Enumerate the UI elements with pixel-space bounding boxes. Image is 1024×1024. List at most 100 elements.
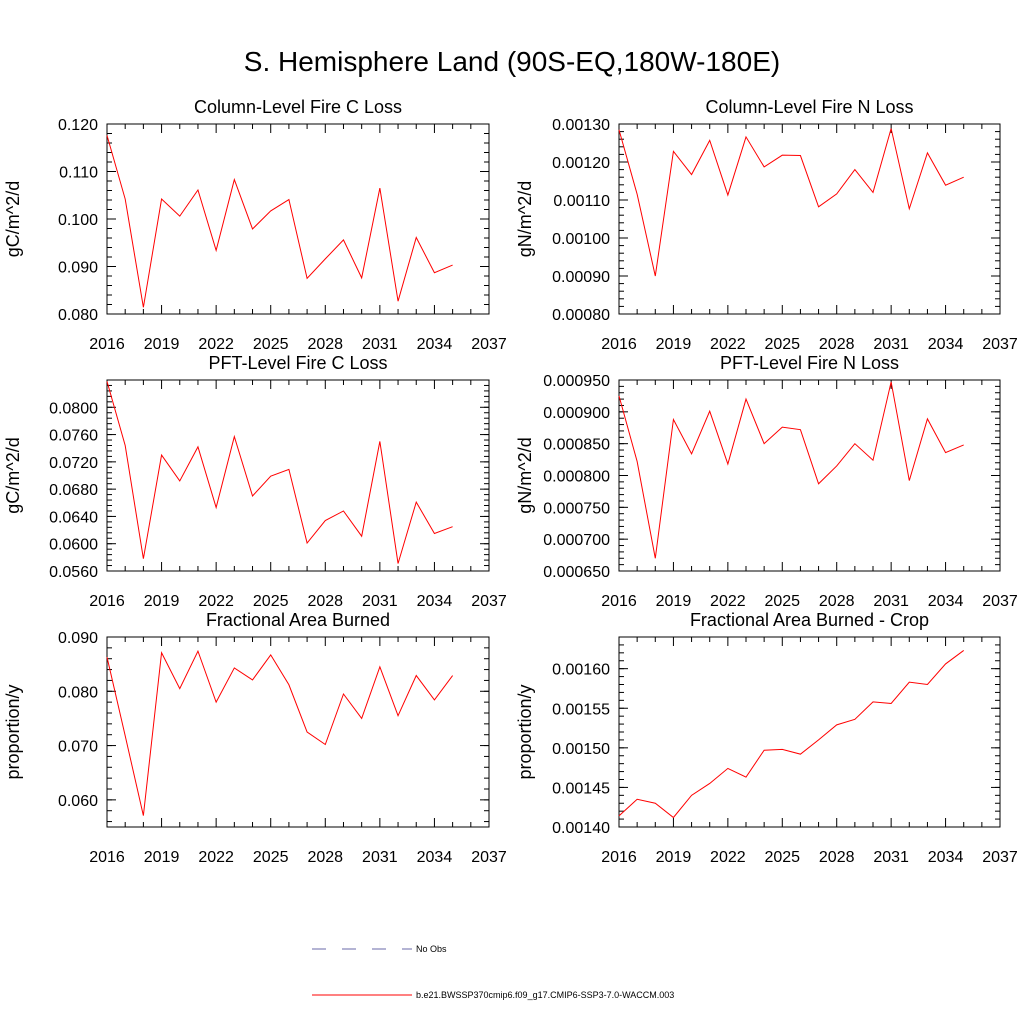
x-tick-label: 2025 (253, 336, 289, 353)
series-line (618, 128, 964, 277)
y-tick-label: 0.0600 (49, 537, 98, 554)
y-tick-label: 0.0680 (49, 482, 98, 499)
series-line (106, 381, 453, 564)
x-tick-label: 2025 (764, 593, 800, 610)
x-tick-label: 2037 (471, 593, 507, 610)
x-tick-label: 2019 (656, 336, 692, 353)
x-tick-label: 2031 (362, 849, 398, 866)
y-tick-label: 0.000950 (543, 373, 610, 390)
x-tick-label: 2019 (144, 593, 180, 610)
y-tick-label: 0.110 (59, 165, 98, 182)
x-tick-label: 2034 (928, 336, 964, 353)
series-line (618, 650, 965, 819)
x-tick-label: 2016 (601, 593, 637, 610)
x-tick-label: 2034 (417, 593, 453, 610)
series-line (106, 135, 453, 308)
chart-panel-1: Column-Level Fire C Loss gC/m^2/d 2016 2019… (3, 97, 507, 353)
x-tick-label: 2031 (873, 849, 909, 866)
x-tick-label: 2037 (982, 849, 1018, 866)
x-tick-label: 2034 (928, 593, 964, 610)
chart-panel-2: Column-Level Fire N Loss gN/m^2/d 2016 2019… (515, 97, 1018, 353)
y-axis-label: gN/m^2/d (515, 181, 535, 257)
x-tick-label: 2025 (764, 849, 800, 866)
y-axis-label: gC/m^2/d (3, 181, 23, 257)
x-tick-label: 2037 (982, 593, 1018, 610)
y-axis-label: gN/m^2/d (515, 437, 535, 513)
chart-panel-6: Fractional Area Burned - Crop proportion/… (515, 610, 1018, 866)
x-tick-label: 2022 (198, 849, 234, 866)
legend-obs-label: No Obs (416, 944, 447, 954)
y-tick-label: 0.000700 (543, 532, 610, 549)
y-tick-label: 0.0720 (49, 455, 98, 472)
x-tick-label: 2019 (144, 849, 180, 866)
y-tick-label: 0.000750 (543, 500, 610, 517)
y-tick-label: 0.000900 (543, 405, 610, 422)
y-tick-label: 0.00130 (552, 117, 610, 134)
x-tick-label: 2022 (198, 336, 234, 353)
y-tick-label: 0.090 (58, 630, 98, 647)
y-tick-label: 0.00110 (553, 193, 610, 210)
y-tick-label: 0.100 (58, 212, 98, 229)
x-tick-label: 2031 (362, 593, 398, 610)
x-tick-label: 2022 (710, 336, 746, 353)
x-tick-label: 2028 (819, 336, 855, 353)
plot-frame (106, 123, 490, 315)
y-tick-label: 0.00090 (552, 269, 610, 286)
x-tick-label: 2034 (417, 336, 453, 353)
plot-frame (618, 123, 1001, 315)
x-tick-label: 2031 (362, 336, 398, 353)
y-tick-label: 0.060 (58, 793, 98, 810)
y-tick-label: 0.0560 (49, 564, 98, 581)
y-tick-label: 0.00150 (552, 741, 610, 758)
y-tick-label: 0.070 (58, 739, 98, 756)
page-title: S. Hemisphere Land (90S-EQ,180W-180E) (243, 46, 781, 77)
x-tick-label: 2022 (710, 849, 746, 866)
y-axis-label: gC/m^2/d (3, 437, 23, 513)
y-axis-label: proportion/y (515, 684, 535, 779)
x-tick-label: 2019 (656, 593, 692, 610)
legend-model-label: b.e21.BWSSP370cmip6.f09_g17.CMIP6-SSP3-7… (416, 990, 674, 1000)
x-tick-label: 2016 (601, 849, 637, 866)
y-tick-label: 0.0640 (49, 509, 98, 526)
chart-title: Column-Level Fire N Loss (705, 97, 913, 117)
x-tick-label: 2031 (873, 336, 909, 353)
plot-frame (106, 636, 490, 828)
x-tick-label: 2028 (819, 593, 855, 610)
x-tick-label: 2034 (417, 849, 453, 866)
x-tick-label: 2037 (471, 336, 507, 353)
x-tick-label: 2022 (710, 593, 746, 610)
y-tick-label: 0.080 (58, 307, 98, 324)
legend: No Obs b.e21.BWSSP370cmip6.f09_g17.CMIP6-… (312, 944, 674, 1000)
y-axis-label: proportion/y (3, 684, 23, 779)
x-tick-label: 2037 (471, 849, 507, 866)
plot-frame (106, 379, 490, 572)
x-tick-label: 2019 (144, 336, 180, 353)
x-tick-label: 2031 (873, 593, 909, 610)
x-tick-label: 2025 (764, 336, 800, 353)
y-tick-label: 0.00160 (552, 662, 610, 679)
chart-panel-4: PFT-Level Fire N Loss gN/m^2/d 2016 2019 202… (515, 353, 1018, 610)
chart-title: Column-Level Fire C Loss (194, 97, 402, 117)
x-tick-label: 2028 (819, 849, 855, 866)
y-tick-label: 0.0760 (49, 428, 98, 445)
chart-title: Fractional Area Burned (206, 610, 390, 630)
x-tick-label: 2028 (307, 849, 343, 866)
y-tick-label: 0.000650 (543, 564, 610, 581)
plot-frame (618, 636, 1001, 828)
y-tick-label: 0.000800 (543, 469, 610, 486)
x-tick-label: 2037 (982, 336, 1018, 353)
y-tick-label: 0.080 (58, 684, 98, 701)
y-tick-label: 0.0800 (49, 400, 98, 417)
x-tick-label: 2028 (307, 336, 343, 353)
y-tick-label: 0.00155 (552, 701, 610, 718)
x-tick-label: 2025 (253, 849, 289, 866)
x-tick-label: 2022 (198, 593, 234, 610)
x-tick-label: 2019 (656, 849, 692, 866)
x-tick-label: 2016 (601, 336, 637, 353)
chart-title: PFT-Level Fire C Loss (208, 353, 387, 373)
chart-title: PFT-Level Fire N Loss (720, 353, 899, 373)
x-tick-label: 2028 (307, 593, 343, 610)
x-tick-label: 2016 (89, 336, 125, 353)
y-tick-label: 0.120 (58, 117, 98, 134)
